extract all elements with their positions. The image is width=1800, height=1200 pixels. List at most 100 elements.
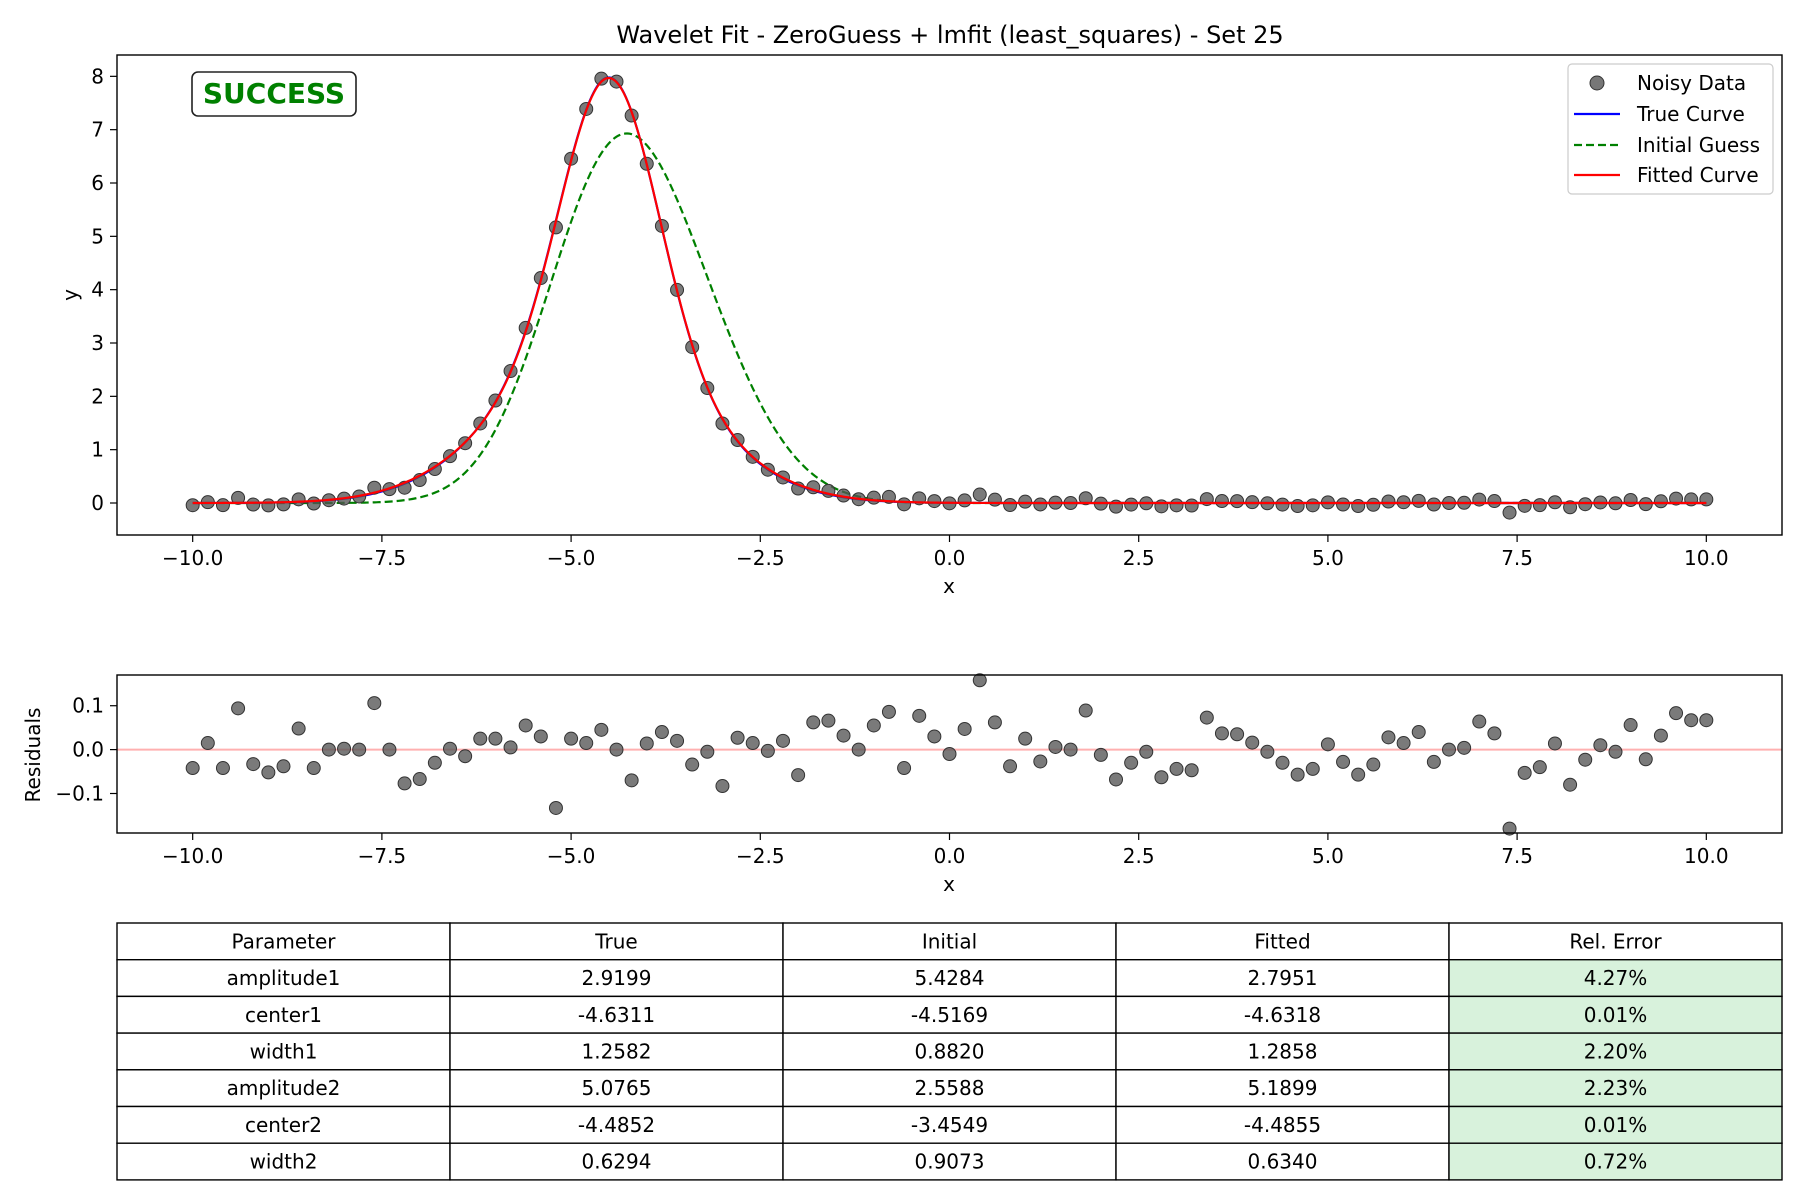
noisy-data-point: [215, 498, 230, 513]
main-y-tick-label: 4: [91, 278, 104, 302]
table-cell-text: 0.8820: [915, 1039, 985, 1063]
legend-item-initial-guess: Initial Guess: [1574, 133, 1760, 157]
residuals-x-tick-label: −7.5: [358, 844, 407, 868]
residual-point: [382, 742, 397, 757]
main-y-tick-label: 5: [91, 224, 104, 248]
residual-point: [1018, 731, 1033, 746]
residual-point: [337, 741, 352, 756]
table-header-text: Fitted: [1254, 929, 1310, 953]
table-cell-text: 0.01%: [1584, 1003, 1648, 1027]
residual-point: [533, 729, 548, 744]
residual-point: [1669, 706, 1684, 721]
residuals-plot: −10.0 −7.5 −5.0 −2.5 0.0 2.5 5.0 7.5 10.0 0.1 0.0…: [21, 673, 1783, 896]
main-x-tick-label: 10.0: [1684, 546, 1729, 570]
residual-point: [912, 708, 927, 723]
residual-point: [1426, 754, 1441, 769]
noisy-data-point: [1487, 494, 1502, 509]
main-x-tick-label: 2.5: [1123, 546, 1155, 570]
noisy-data-point: [866, 490, 881, 505]
residual-point: [215, 761, 230, 776]
residual-point: [1048, 739, 1063, 754]
parameter-table: Parameter True Initial Fitted Rel. Error ampl…: [116, 922, 1783, 1181]
table-cell: [782, 1069, 1117, 1108]
residual-point: [942, 747, 957, 761]
noisy-data-point: [1230, 494, 1245, 509]
residual-point: [458, 749, 473, 764]
table-cell-text: 0.01%: [1584, 1113, 1648, 1137]
status-badge: SUCCESS: [191, 71, 357, 117]
residual-point: [1623, 718, 1638, 733]
main-x-tick-label: −10.0: [162, 546, 223, 570]
table-cell-text: 5.0765: [582, 1076, 652, 1100]
table-row: center1 -4.6311 -4.5169 -4.6318 0.01%: [116, 995, 1783, 1034]
table-cell-text: 2.7951: [1248, 966, 1318, 990]
residual-point: [427, 755, 442, 770]
legend-item-noisy-data: Noisy Data: [1589, 71, 1746, 95]
main-y-tick-label: 0: [91, 491, 104, 515]
residual-point: [1169, 761, 1184, 776]
noisy-data-point: [927, 494, 942, 509]
residual-point: [881, 704, 896, 719]
residual-point: [397, 776, 412, 791]
fitted-curve-line: [192, 76, 1707, 505]
main-plot-frame: [116, 54, 1783, 536]
noisy-data-point: [1336, 497, 1351, 512]
noisy-data-point: [1184, 498, 1199, 513]
table-cell-text: -4.4852: [578, 1113, 655, 1137]
residual-point: [1078, 703, 1093, 718]
residual-point: [760, 743, 775, 758]
noisy-data-point: [1366, 497, 1381, 512]
noisy-data-point: [1169, 498, 1184, 513]
noisy-data-point: [1214, 494, 1229, 509]
main-y-tick-label: 7: [91, 118, 104, 142]
legend-label-true-curve: True Curve: [1636, 102, 1745, 126]
residuals-y-tick-label: 0.1: [72, 694, 104, 718]
main-x-tick-label: 0.0: [934, 546, 966, 570]
residual-point: [670, 733, 685, 748]
table-cell-text: 0.9073: [915, 1150, 985, 1174]
table-row: width1 1.2582 0.8820 1.2858 2.20%: [116, 1032, 1783, 1071]
table-cell-text: 2.5588: [915, 1076, 985, 1100]
noisy-data-point: [1003, 498, 1018, 513]
table-cell: [116, 1105, 451, 1144]
table-cell: [782, 922, 1117, 961]
residual-point: [1154, 770, 1169, 785]
table-row: width2 0.6294 0.9073 0.6340 0.72%: [116, 1142, 1783, 1181]
noisy-data-point: [1638, 497, 1653, 512]
residual-point: [1139, 744, 1154, 759]
residual-point: [1547, 736, 1562, 751]
residual-point: [654, 725, 669, 740]
legend-label-noisy-data: Noisy Data: [1637, 71, 1746, 95]
residual-point: [987, 715, 1002, 730]
table-cell: [1448, 1069, 1783, 1108]
noisy-data-point: [1305, 498, 1320, 513]
residual-point: [291, 721, 306, 736]
residual-point: [1184, 763, 1199, 778]
residual-point: [1033, 754, 1048, 769]
residual-point: [866, 718, 881, 733]
table-cell-text: 0.6340: [1248, 1150, 1318, 1174]
noisy-data-point: [306, 496, 321, 511]
main-curves: [192, 76, 1707, 505]
main-y-ticks: 0 1 2 3 4 5 6 7 8: [91, 64, 117, 515]
residual-point: [1578, 752, 1593, 767]
residual-point: [246, 757, 261, 772]
residual-point: [352, 742, 367, 757]
noisy-data-point: [1078, 491, 1093, 506]
table-cell: [1448, 959, 1783, 998]
residual-point: [1275, 755, 1290, 770]
table-cell: [782, 1105, 1117, 1144]
main-x-label: x: [943, 574, 955, 598]
table-cell-text: 2.23%: [1584, 1076, 1648, 1100]
residuals-x-tick-label: 0.0: [934, 844, 966, 868]
residuals-y-tick-label: 0.0: [72, 738, 104, 762]
noisy-data-point: [291, 492, 306, 507]
residual-point: [1638, 752, 1653, 767]
residual-point: [609, 742, 624, 757]
main-data-points: [185, 71, 1714, 520]
residual-point: [594, 722, 609, 737]
table-cell: [1448, 1032, 1783, 1071]
residual-point: [185, 761, 200, 776]
residual-point: [1366, 757, 1381, 772]
residuals-y-label: Residuals: [21, 708, 45, 803]
